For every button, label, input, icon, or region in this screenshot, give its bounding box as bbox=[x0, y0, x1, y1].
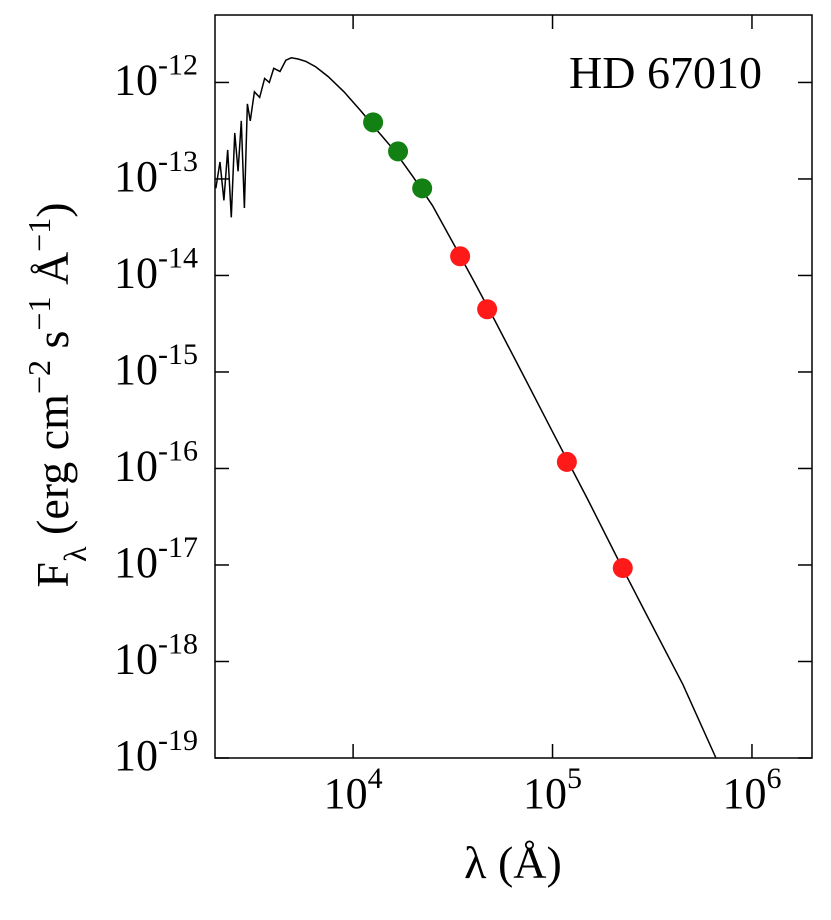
annotation: HD 67010 bbox=[569, 47, 762, 98]
y-tick-label: 10-18 bbox=[114, 627, 198, 683]
y-tick-label: 10-19 bbox=[114, 724, 198, 780]
y-tick-label: 10-14 bbox=[114, 241, 198, 297]
data-point bbox=[612, 558, 633, 579]
data-point bbox=[388, 141, 409, 162]
plot-frame bbox=[214, 14, 813, 759]
data-point bbox=[450, 246, 471, 267]
x-tick-label: 106 bbox=[722, 762, 781, 818]
data-point bbox=[556, 451, 577, 472]
x-tick-label: 104 bbox=[324, 762, 383, 818]
plot-area bbox=[215, 57, 717, 758]
x-tick-label: 105 bbox=[523, 762, 582, 818]
y-tick-label: 10-13 bbox=[114, 145, 198, 201]
data-point bbox=[412, 178, 433, 199]
data-point bbox=[477, 299, 498, 320]
y-tick-label: 10-16 bbox=[114, 434, 198, 490]
model-line bbox=[215, 57, 717, 758]
y-tick-label: 10-17 bbox=[114, 531, 198, 587]
y-tick-label: 10-12 bbox=[114, 48, 198, 104]
y-axis-label: Fλ (erg cm−2 s−1 Å−1) bbox=[21, 202, 93, 587]
data-point bbox=[363, 112, 384, 133]
y-tick-label: 10-15 bbox=[114, 338, 198, 394]
x-axis-label: λ (Å) bbox=[464, 837, 562, 888]
